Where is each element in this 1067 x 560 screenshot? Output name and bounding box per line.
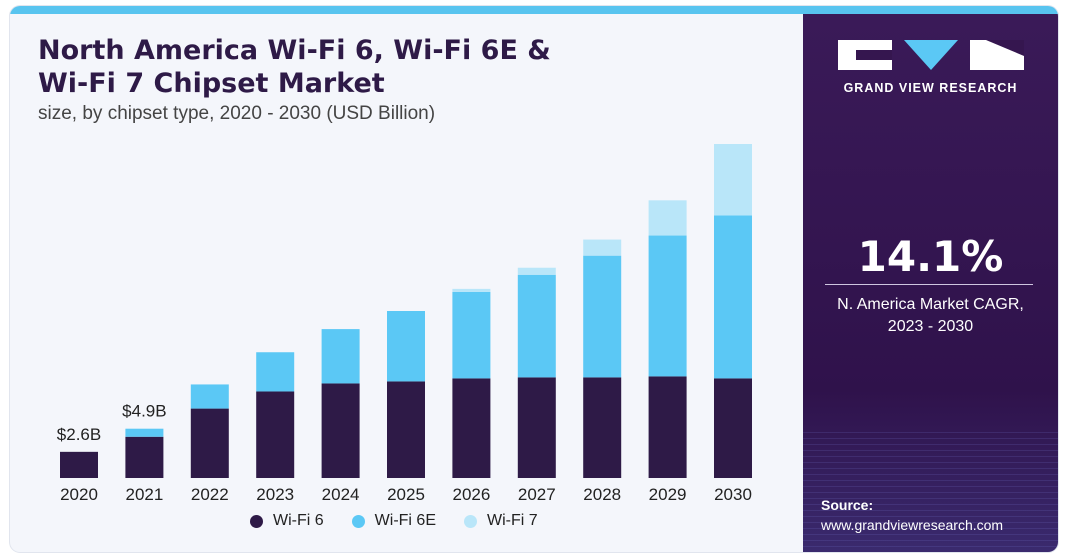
cagr-label-line-1: N. America Market CAGR, bbox=[837, 296, 1024, 313]
x-tick-2021: 2021 bbox=[125, 485, 163, 504]
x-tick-2024: 2024 bbox=[322, 485, 360, 504]
bar-wi-fi-6-2026 bbox=[452, 378, 491, 478]
title-line-1: North America Wi-Fi 6, Wi-Fi 6E & bbox=[38, 35, 551, 66]
cagr-value: 14.1% bbox=[857, 232, 1004, 281]
bar-wi-fi-6e-2027 bbox=[517, 274, 556, 378]
cagr-label: N. America Market CAGR, 2023 - 2030 bbox=[803, 294, 1058, 338]
bar-wi-fi-6-2020 bbox=[60, 451, 98, 478]
legend-label-wifi6: Wi-Fi 6 bbox=[273, 512, 324, 529]
panel-wave-pattern bbox=[803, 432, 1058, 552]
bar-wi-fi-6-2022 bbox=[190, 408, 229, 478]
legend-label-wifi6e: Wi-Fi 6E bbox=[374, 512, 436, 529]
x-tick-2026: 2026 bbox=[452, 485, 490, 504]
source-label: Source: bbox=[821, 497, 874, 513]
bar-wi-fi-6-2024 bbox=[321, 383, 360, 478]
bar-wi-fi-6e-2030 bbox=[714, 215, 752, 379]
bar-wi-fi-6-2027 bbox=[517, 377, 556, 478]
top-accent-bar bbox=[10, 6, 1058, 14]
bar-wi-fi-6-2030 bbox=[714, 378, 752, 478]
x-tick-2020: 2020 bbox=[60, 485, 98, 504]
bar-wi-fi-7-2029 bbox=[648, 200, 687, 236]
bar-wi-fi-6-2025 bbox=[387, 381, 425, 478]
bar-wi-fi-6-2028 bbox=[583, 377, 622, 478]
x-tick-2023: 2023 bbox=[256, 485, 294, 504]
bar-wi-fi-6e-2026 bbox=[452, 291, 491, 379]
grand-view-research-logo bbox=[838, 40, 1024, 70]
stacked-bar-chart: 2020 2021 2022 2023 2024 2025 2026 2027 2028 2029… bbox=[57, 143, 752, 504]
bar-wi-fi-6e-2021 bbox=[125, 428, 164, 437]
chart-subtitle: size, by chipset type, 2020 - 2030 (USD … bbox=[38, 103, 436, 124]
x-tick-2022: 2022 bbox=[191, 485, 229, 504]
bar-wi-fi-7-2026 bbox=[452, 288, 491, 292]
bar-wi-fi-6-2029 bbox=[648, 376, 687, 478]
info-panel: GRAND VIEW RESEARCH 14.1% N. America Mar… bbox=[803, 14, 1058, 552]
legend-item-wifi6e: Wi-Fi 6E bbox=[351, 512, 436, 530]
legend-label-wifi7: Wi-Fi 7 bbox=[486, 512, 538, 529]
title-line-2: Wi-Fi 7 Chipset Market bbox=[38, 68, 385, 99]
bar-wi-fi-6e-2025 bbox=[387, 310, 425, 382]
bar-wi-fi-6e-2024 bbox=[321, 329, 360, 384]
chart-title: North America Wi-Fi 6, Wi-Fi 6E & Wi-Fi … bbox=[38, 34, 738, 100]
x-tick-2029: 2029 bbox=[649, 485, 687, 504]
bar-wi-fi-7-2028 bbox=[583, 239, 622, 256]
x-tick-2025: 2025 bbox=[387, 485, 425, 504]
brand-name: GRAND VIEW RESEARCH bbox=[843, 81, 1018, 95]
legend-item-wifi6: Wi-Fi 6 bbox=[250, 512, 324, 530]
data-label-2021: $4.9B bbox=[122, 402, 166, 421]
cagr-label-line-2: 2023 - 2030 bbox=[887, 318, 974, 335]
bar-wi-fi-7-2030 bbox=[714, 143, 752, 216]
bar-wi-fi-6e-2029 bbox=[648, 235, 687, 377]
legend-swatch-wifi7 bbox=[463, 514, 477, 528]
bar-wi-fi-6e-2022 bbox=[190, 384, 229, 409]
x-tick-2030: 2030 bbox=[714, 485, 752, 504]
legend-swatch-wifi6 bbox=[250, 514, 263, 528]
chart-legend: Wi-Fi 6 Wi-Fi 6E Wi-Fi 7 bbox=[250, 512, 538, 530]
bar-wi-fi-6e-2028 bbox=[583, 255, 622, 378]
legend-item-wifi7: Wi-Fi 7 bbox=[463, 512, 538, 530]
bar-wi-fi-6-2023 bbox=[256, 391, 295, 478]
legend-swatch-wifi6e bbox=[351, 514, 365, 528]
source-link[interactable]: www.grandviewresearch.com bbox=[821, 517, 1004, 533]
x-tick-2028: 2028 bbox=[583, 485, 621, 504]
x-tick-2027: 2027 bbox=[518, 485, 556, 504]
bar-wi-fi-7-2027 bbox=[517, 267, 556, 275]
data-label-2020: $2.6B bbox=[57, 425, 101, 444]
bar-wi-fi-6-2021 bbox=[125, 436, 164, 478]
cagr-divider bbox=[825, 284, 1033, 285]
chart-card: North America Wi-Fi 6, Wi-Fi 6E & Wi-Fi … bbox=[10, 6, 1058, 552]
bar-wi-fi-6e-2023 bbox=[256, 352, 295, 392]
